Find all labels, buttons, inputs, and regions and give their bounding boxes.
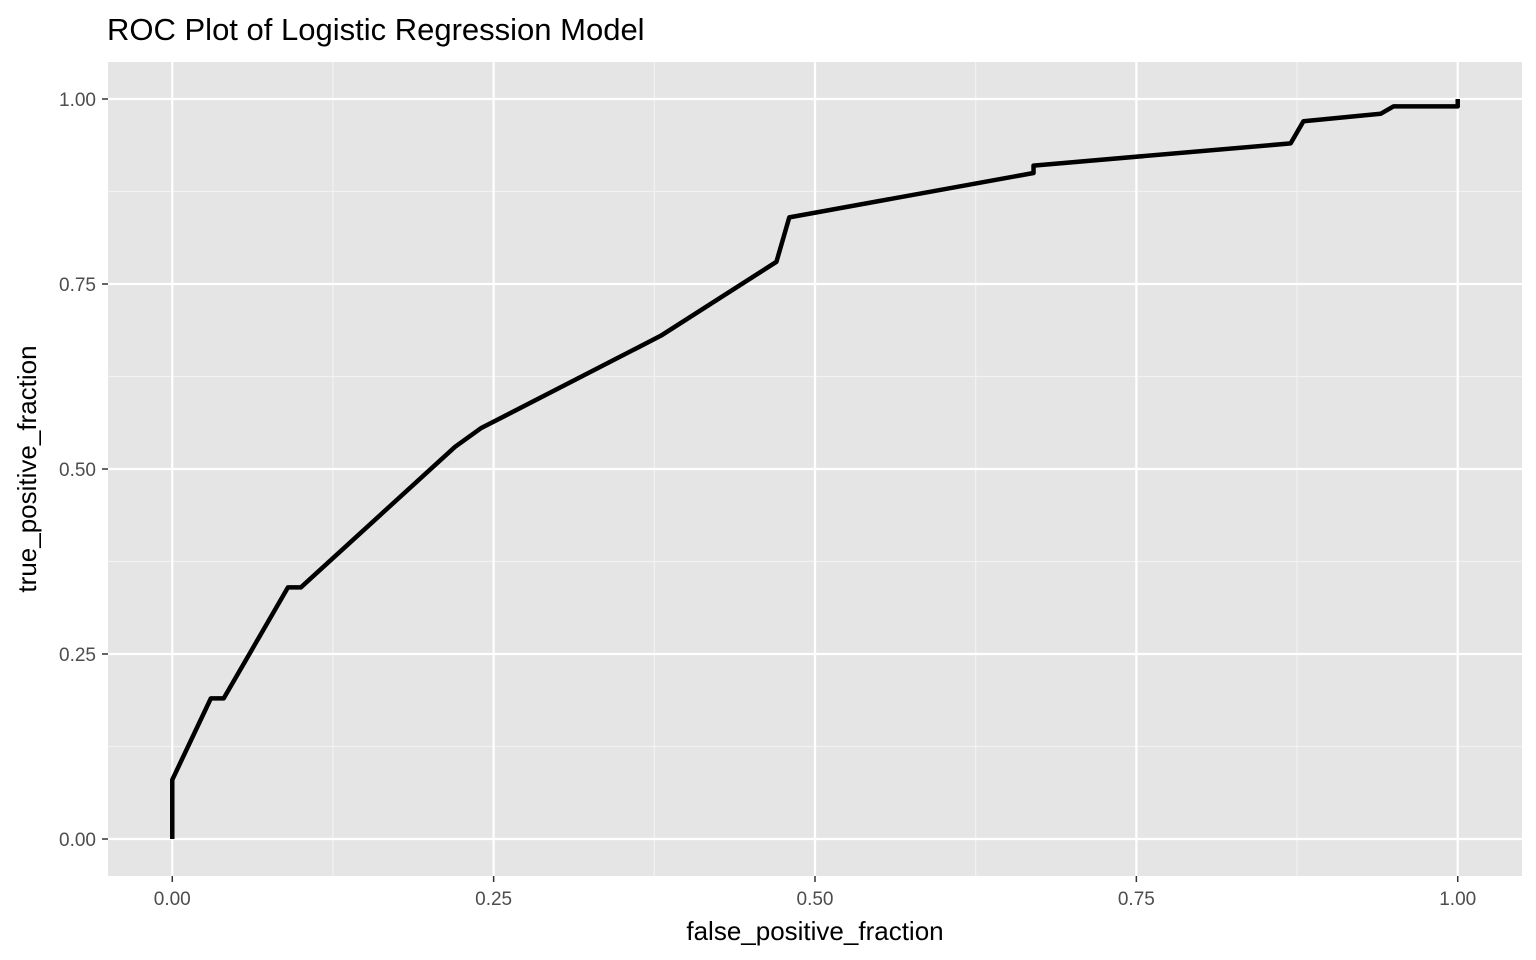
y-tick-label: 0.00 — [59, 830, 96, 851]
x-tick-label: 0.75 — [1118, 889, 1155, 910]
y-tick-label: 0.75 — [59, 275, 96, 296]
x-axis: 0.00 0.25 0.50 0.75 1.00 — [154, 876, 1476, 910]
x-axis-title: false_positive_fraction — [686, 916, 943, 946]
y-axis: 0.00 0.25 0.50 0.75 1.00 — [59, 90, 108, 851]
series-layer — [170, 99, 1460, 839]
y-tick-label: 0.25 — [59, 645, 96, 666]
x-tick-label: 1.00 — [1439, 889, 1476, 910]
y-tick-label: 1.00 — [59, 90, 96, 111]
roc-curve-line — [170, 99, 1460, 839]
x-tick-label: 0.25 — [475, 889, 512, 910]
chart-title: ROC Plot of Logistic Regression Model — [107, 12, 645, 47]
x-tick-label: 0.00 — [154, 889, 191, 910]
y-axis-title: true_positive_fraction — [12, 345, 42, 592]
y-tick-label: 0.50 — [59, 460, 96, 481]
major-grid-lines — [108, 62, 1522, 876]
x-tick-label: 0.50 — [797, 889, 834, 910]
